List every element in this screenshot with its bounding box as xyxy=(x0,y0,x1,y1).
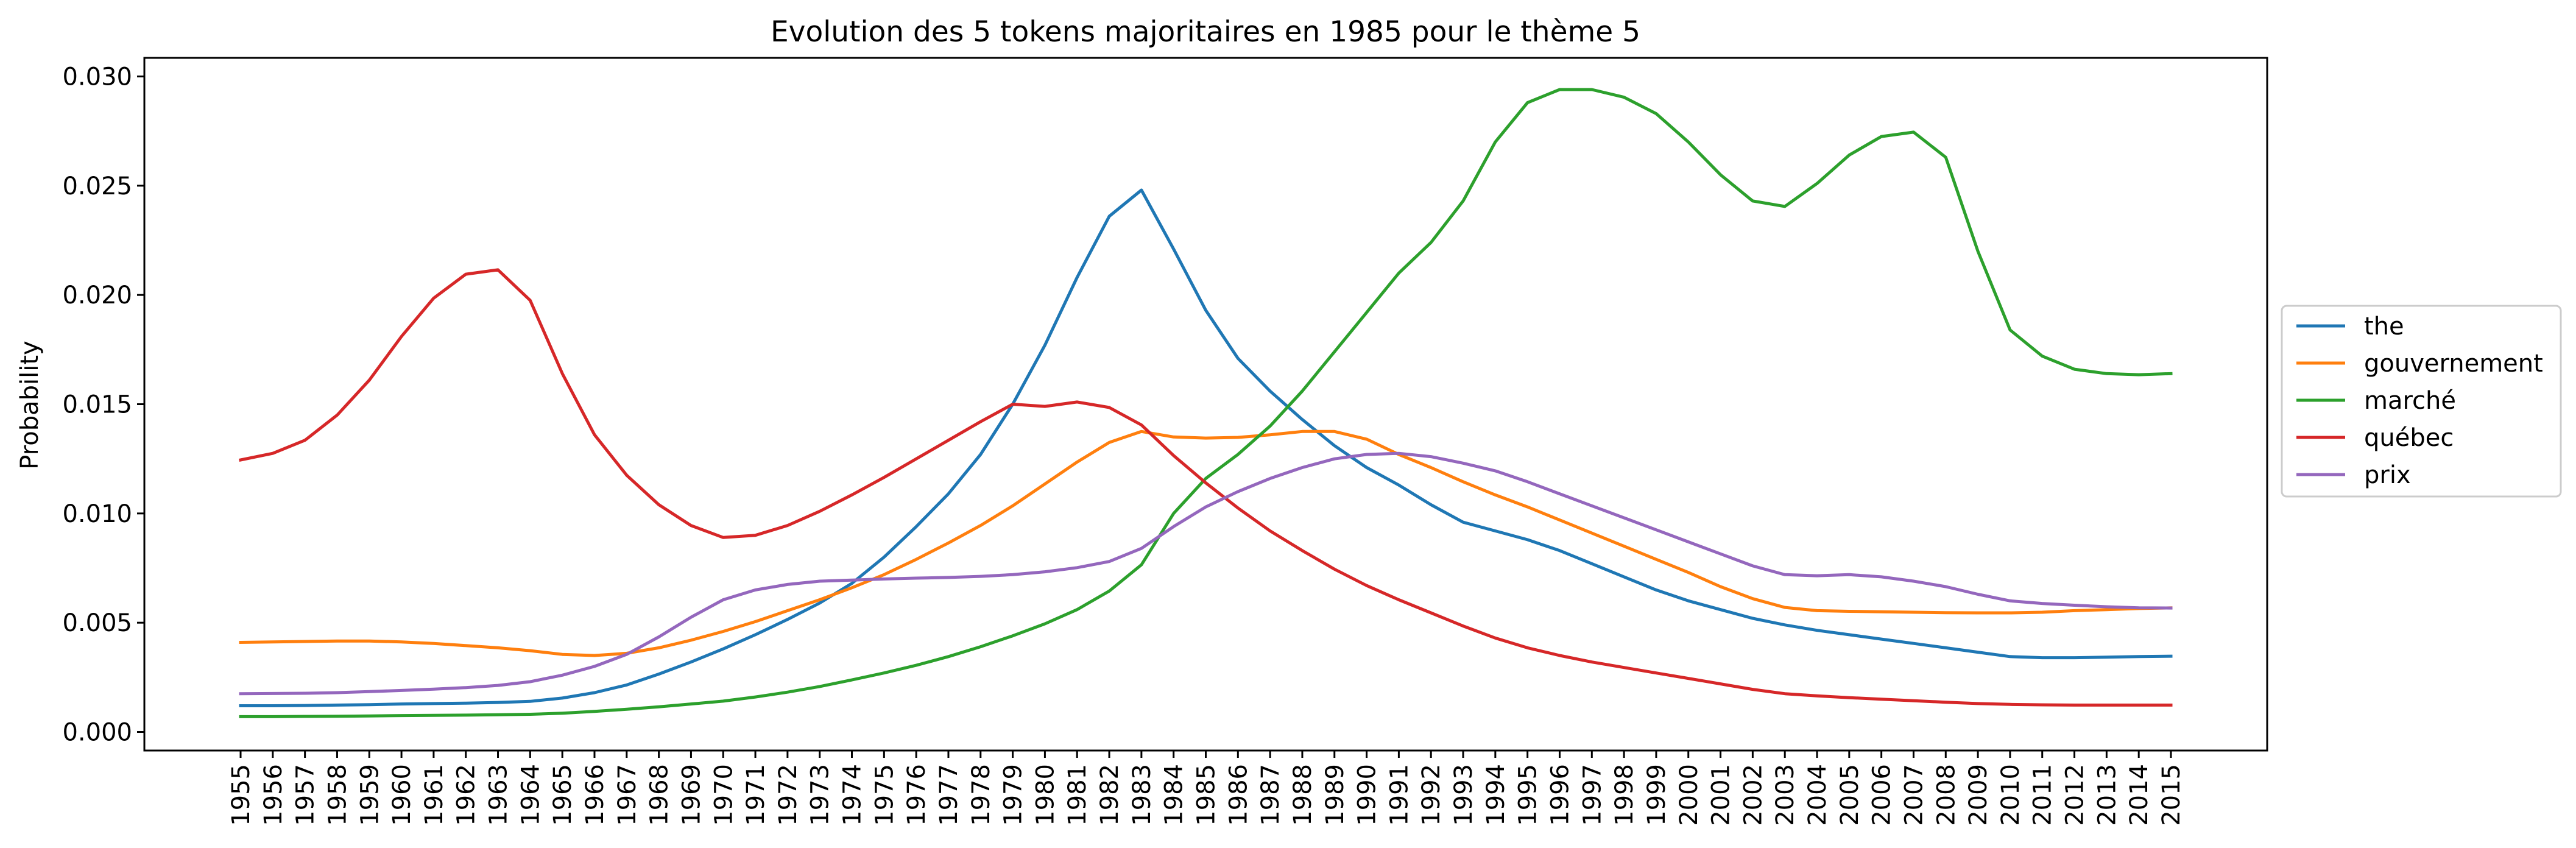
x-tick-label: 1991 xyxy=(1385,764,1413,826)
x-tick-label: 2014 xyxy=(2125,764,2153,826)
x-tick-label: 1976 xyxy=(903,764,931,826)
x-tick-label: 2001 xyxy=(1707,764,1735,826)
x-tick-label: 2003 xyxy=(1771,764,1799,826)
series-line-3 xyxy=(239,268,2173,707)
x-tick-label: 1975 xyxy=(870,764,898,826)
x-tick-label: 1956 xyxy=(259,764,288,826)
chart-title: Evolution des 5 tokens majoritaires en 1… xyxy=(771,15,1640,49)
x-tick-label: 1968 xyxy=(646,764,674,826)
x-tick-label: 2010 xyxy=(1997,764,2025,826)
legend-label: gouvernement xyxy=(2364,350,2543,378)
x-tick-label: 2011 xyxy=(2029,764,2057,826)
x-tick-label: 1971 xyxy=(742,764,770,826)
x-tick-label: 1960 xyxy=(388,764,416,826)
x-tick-label: 2004 xyxy=(1804,764,1832,826)
x-tick-label: 1970 xyxy=(710,764,738,826)
series-line-2 xyxy=(239,88,2173,718)
x-tick-label: 1961 xyxy=(420,764,448,826)
x-tick-label: 1972 xyxy=(774,764,802,826)
x-tick-label: 1963 xyxy=(485,764,513,826)
x-tick-label: 1983 xyxy=(1128,764,1156,826)
x-tick-label: 1973 xyxy=(806,764,835,826)
x-tick-label: 1967 xyxy=(613,764,641,826)
x-tick-label: 1999 xyxy=(1643,764,1671,826)
series-line-0 xyxy=(239,188,2173,707)
x-tick-label: 2008 xyxy=(1932,764,1960,826)
legend-box xyxy=(2281,305,2562,498)
x-tick-label: 1998 xyxy=(1611,764,1639,826)
x-tick-label: 1974 xyxy=(839,764,867,826)
x-tick-label: 2006 xyxy=(1868,764,1896,826)
lines-group xyxy=(239,88,2173,718)
x-axis: 1955 1956 1957 1958 1959 1960 1961 1962 1963 1964… xyxy=(227,751,2186,826)
x-tick-label: 1980 xyxy=(1031,764,1059,826)
x-tick-label: 2002 xyxy=(1739,764,1767,826)
y-tick-label: 0.015 xyxy=(62,391,132,419)
x-tick-label: 1979 xyxy=(1000,764,1028,826)
x-tick-label: 1986 xyxy=(1224,764,1252,826)
x-tick-label: 1977 xyxy=(935,764,963,826)
x-tick-label: 1985 xyxy=(1193,764,1221,826)
x-tick-label: 1964 xyxy=(517,764,545,826)
x-tick-label: 1978 xyxy=(967,764,995,826)
x-tick-label: 1969 xyxy=(677,764,705,826)
legend-label: the xyxy=(2364,313,2404,341)
x-tick-label: 2009 xyxy=(1964,764,1992,826)
x-tick-label: 1957 xyxy=(292,764,320,826)
x-tick-label: 1962 xyxy=(453,764,481,826)
x-tick-label: 1984 xyxy=(1160,764,1188,826)
x-tick-label: 1955 xyxy=(227,764,255,826)
legend-label: québec xyxy=(2364,424,2454,452)
x-tick-label: 1993 xyxy=(1450,764,1478,826)
y-tick-label: 0.010 xyxy=(62,500,132,528)
y-axis: 0.000 0.005 0.010 0.015 0.020 0.025 0.030 xyxy=(62,63,144,747)
x-tick-label: 1995 xyxy=(1514,764,1542,826)
y-tick-label: 0.005 xyxy=(62,609,132,637)
x-tick-label: 1987 xyxy=(1257,764,1285,826)
x-tick-label: 1988 xyxy=(1289,764,1317,826)
x-tick-label: 2015 xyxy=(2158,764,2186,826)
legend-label: prix xyxy=(2364,461,2411,489)
series-line-1 xyxy=(239,429,2173,657)
x-tick-label: 2007 xyxy=(1900,764,1928,826)
x-tick-label: 2005 xyxy=(1836,764,1864,826)
x-tick-label: 1989 xyxy=(1321,764,1349,826)
x-tick-label: 2000 xyxy=(1675,764,1703,826)
x-tick-label: 1982 xyxy=(1096,764,1124,826)
x-tick-label: 1958 xyxy=(323,764,351,826)
x-tick-label: 1965 xyxy=(549,764,577,826)
x-tick-label: 2013 xyxy=(2093,764,2121,826)
legend-label: marché xyxy=(2364,387,2456,415)
x-tick-label: 1996 xyxy=(1546,764,1574,826)
x-tick-label: 1990 xyxy=(1353,764,1382,826)
x-tick-label: 1959 xyxy=(356,764,384,826)
y-axis-label: Probability xyxy=(16,341,44,469)
x-tick-label: 1992 xyxy=(1417,764,1445,826)
y-tick-label: 0.000 xyxy=(62,719,132,747)
x-tick-label: 1997 xyxy=(1578,764,1606,826)
series-line-4 xyxy=(239,451,2173,696)
x-tick-label: 1966 xyxy=(581,764,609,826)
y-tick-label: 0.025 xyxy=(62,172,132,200)
legend: the gouvernement marché québec prix xyxy=(2281,305,2562,498)
y-tick-label: 0.020 xyxy=(62,281,132,309)
x-tick-label: 1981 xyxy=(1064,764,1092,826)
y-tick-label: 0.030 xyxy=(62,63,132,91)
x-tick-label: 1994 xyxy=(1482,764,1510,826)
x-tick-label: 2012 xyxy=(2061,764,2089,826)
